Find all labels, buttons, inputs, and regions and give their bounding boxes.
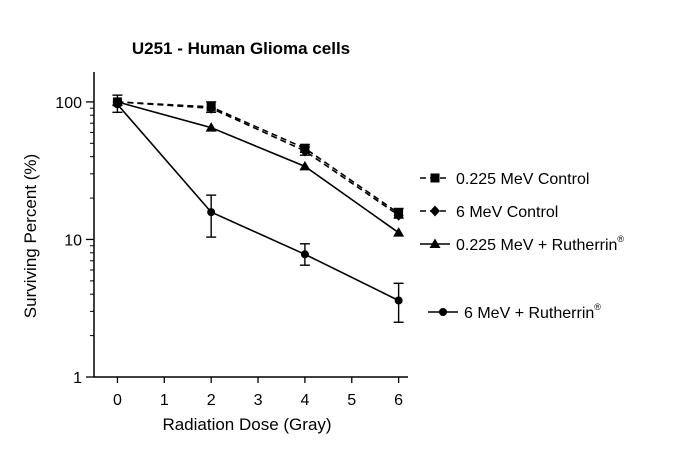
legend-label: 6 MeV + Rutherrin®: [464, 302, 601, 322]
legend-entry-2: 0.225 MeV + Rutherrin®: [420, 234, 624, 254]
legend-marker: [430, 173, 440, 183]
y-tick-label: 100: [55, 95, 82, 112]
data-point: [299, 160, 311, 171]
plot-area: [111, 94, 405, 323]
y-tick-label: 1: [73, 370, 82, 387]
legend-marker: [430, 205, 440, 217]
x-tick-label: 6: [394, 392, 403, 409]
data-point: [205, 122, 217, 132]
y-tick-label: 10: [64, 232, 82, 249]
data-point: [207, 208, 216, 217]
y-axis-label: Surviving Percent (%): [21, 154, 40, 318]
legend-marker: [439, 308, 447, 316]
legend-entry-0: 0.225 MeV Control: [420, 171, 589, 188]
data-point: [299, 145, 310, 157]
x-tick-label: 3: [254, 392, 263, 409]
data-point: [206, 102, 217, 114]
x-axis-label: Radiation Dose (Gray): [162, 415, 331, 434]
series-3: [112, 94, 404, 323]
legend-entry-3: 6 MeV + Rutherrin®: [428, 302, 601, 322]
data-point: [393, 227, 405, 237]
x-tick-label: 0: [113, 392, 122, 409]
data-point: [393, 209, 404, 221]
data-point: [300, 250, 309, 259]
data-point: [113, 100, 122, 109]
axes: Radiation Dose (Gray) Surviving Percent …: [21, 72, 408, 434]
legend-superscript: ®: [617, 234, 624, 244]
x-tick-label: 1: [160, 392, 169, 409]
x-tick-label: 2: [207, 392, 216, 409]
series-2: [111, 96, 405, 237]
legend: 0.225 MeV Control 6 MeV Control 0.225 MeV …: [420, 171, 624, 322]
data-point: [394, 296, 403, 305]
series-1: [112, 96, 404, 221]
series-line: [117, 101, 400, 216]
chart-title: U251 - Human Glioma cells: [132, 39, 350, 58]
legend-label: 0.225 MeV + Rutherrin®: [456, 234, 624, 254]
legend-marker: [429, 238, 441, 248]
x-tick-label: 5: [347, 392, 356, 409]
x-tick-label: 4: [300, 392, 309, 409]
series-line: [117, 101, 400, 214]
legend-entry-1: 6 MeV Control: [420, 204, 558, 221]
legend-superscript: ®: [594, 302, 601, 312]
legend-label: 6 MeV Control: [456, 204, 558, 221]
series-line: [117, 101, 400, 234]
series-0: [112, 97, 404, 219]
legend-label: 0.225 MeV Control: [456, 171, 589, 188]
series-line: [116, 103, 399, 302]
